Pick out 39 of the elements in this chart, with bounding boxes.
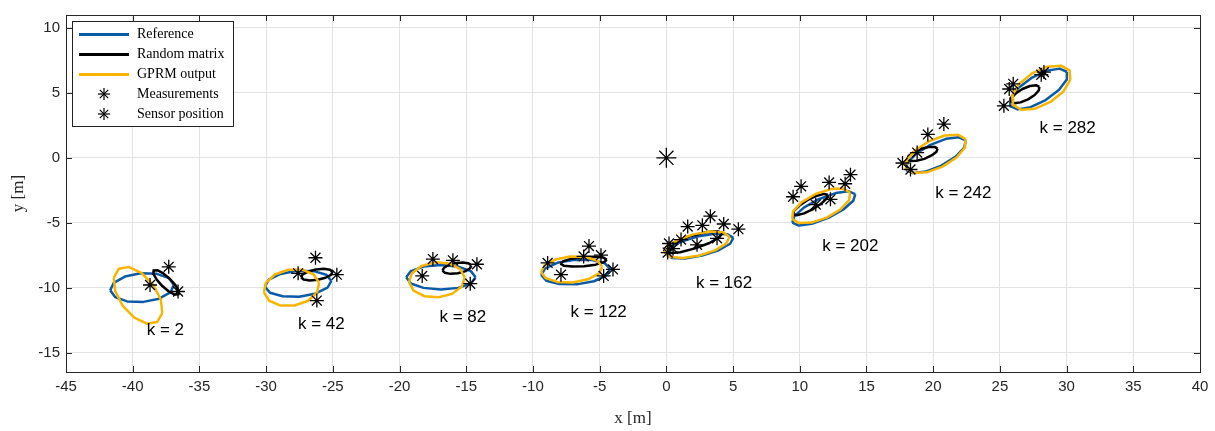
y-tick-label: -5 — [46, 212, 60, 230]
annotation: k = 2 — [146, 319, 185, 339]
y-axis-title: y [m] — [7, 174, 27, 213]
legend-label: Measurements — [137, 85, 219, 103]
legend-label: Random matrix — [137, 45, 225, 63]
legend-label: Reference — [137, 25, 194, 43]
x-tick-label: 10 — [791, 377, 809, 395]
annotation: k = 122 — [570, 302, 627, 322]
x-tick-label: -20 — [388, 377, 411, 395]
annotation: k = 282 — [1039, 117, 1096, 137]
x-tick-label: 30 — [1058, 377, 1075, 395]
x-tick-label: -30 — [255, 377, 277, 395]
x-tick-label: -25 — [321, 377, 344, 395]
x-tick-label: -15 — [455, 377, 478, 395]
annotation: k = 42 — [297, 314, 345, 334]
legend-label: Sensor position — [137, 105, 224, 123]
x-tick-label: 20 — [924, 377, 942, 395]
y-tick-label: 10 — [43, 18, 60, 36]
annotation: k = 242 — [935, 183, 992, 203]
x-tick-label: -40 — [121, 377, 144, 395]
x-tick-label: -5 — [592, 377, 607, 395]
y-tick-label: 5 — [51, 83, 60, 101]
x-tick-label: -10 — [522, 377, 544, 395]
x-tick-label: 0 — [662, 377, 671, 395]
legend-label: GPRM output — [137, 65, 216, 83]
x-tick-label: -35 — [188, 377, 211, 395]
annotation: k = 82 — [439, 307, 487, 327]
y-tick-label: -15 — [38, 342, 60, 360]
x-tick-label: 25 — [991, 377, 1009, 395]
x-tick-label: 40 — [1191, 377, 1209, 395]
y-tick-label: -10 — [38, 277, 60, 295]
x-tick-label: -45 — [55, 377, 77, 395]
annotation: k = 162 — [695, 273, 753, 293]
x-tick-label: 5 — [728, 377, 738, 395]
y-tick-label: 0 — [51, 147, 60, 165]
x-axis-title: x [m] — [614, 408, 652, 428]
x-tick-label: 35 — [1124, 377, 1142, 395]
x-tick-label: 15 — [858, 377, 875, 395]
annotation: k = 202 — [822, 235, 879, 255]
